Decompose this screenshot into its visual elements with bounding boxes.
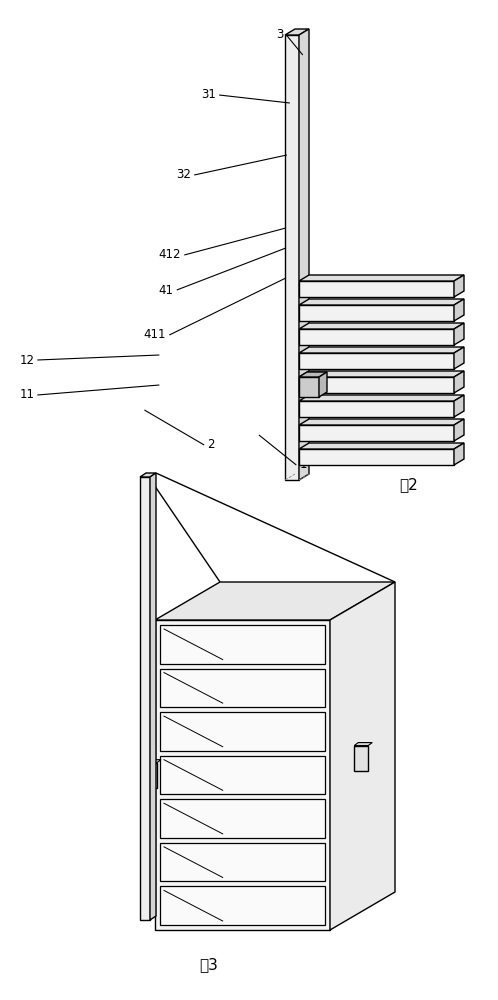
Polygon shape bbox=[454, 323, 464, 345]
Polygon shape bbox=[150, 473, 156, 920]
Polygon shape bbox=[299, 395, 464, 401]
Bar bbox=[160, 625, 325, 664]
Polygon shape bbox=[140, 473, 156, 477]
Polygon shape bbox=[354, 743, 372, 746]
Text: 32: 32 bbox=[176, 168, 191, 182]
Bar bbox=[299, 449, 454, 465]
Bar bbox=[299, 377, 319, 397]
Text: 42: 42 bbox=[342, 284, 357, 296]
Polygon shape bbox=[299, 371, 464, 377]
Bar bbox=[354, 746, 368, 771]
Bar bbox=[299, 353, 454, 369]
Bar bbox=[160, 843, 325, 881]
Polygon shape bbox=[454, 275, 464, 297]
Bar bbox=[299, 401, 454, 417]
Polygon shape bbox=[299, 275, 464, 281]
Text: 1: 1 bbox=[299, 458, 307, 472]
Bar bbox=[299, 377, 454, 393]
Polygon shape bbox=[299, 443, 464, 449]
Text: 2: 2 bbox=[207, 438, 215, 452]
Polygon shape bbox=[299, 372, 327, 377]
Polygon shape bbox=[155, 582, 395, 620]
Text: 3: 3 bbox=[276, 28, 283, 41]
Polygon shape bbox=[141, 760, 161, 763]
Polygon shape bbox=[454, 347, 464, 369]
Polygon shape bbox=[454, 443, 464, 465]
Polygon shape bbox=[454, 299, 464, 321]
Bar bbox=[160, 886, 325, 925]
Bar bbox=[140, 477, 150, 920]
Text: 411: 411 bbox=[144, 328, 166, 342]
Text: 31: 31 bbox=[201, 89, 216, 102]
Text: 412: 412 bbox=[159, 248, 181, 261]
Text: 11: 11 bbox=[19, 388, 34, 401]
Bar bbox=[155, 620, 330, 930]
Bar bbox=[299, 281, 454, 297]
Text: 41: 41 bbox=[159, 284, 174, 296]
Text: 图2: 图2 bbox=[399, 478, 418, 492]
Polygon shape bbox=[319, 372, 327, 397]
Text: 图3: 图3 bbox=[200, 958, 219, 972]
Bar bbox=[160, 756, 325, 794]
Polygon shape bbox=[454, 419, 464, 441]
Polygon shape bbox=[299, 347, 464, 353]
Polygon shape bbox=[299, 29, 309, 480]
Polygon shape bbox=[454, 371, 464, 393]
Bar bbox=[299, 329, 454, 345]
Bar bbox=[160, 669, 325, 707]
Polygon shape bbox=[330, 582, 395, 930]
Bar bbox=[285, 35, 299, 480]
Polygon shape bbox=[454, 395, 464, 417]
Bar bbox=[160, 799, 325, 838]
Text: 12: 12 bbox=[19, 354, 34, 366]
Bar bbox=[160, 712, 325, 751]
Polygon shape bbox=[299, 419, 464, 425]
Bar bbox=[141, 763, 157, 788]
Bar bbox=[299, 305, 454, 321]
Bar bbox=[299, 425, 454, 441]
Polygon shape bbox=[299, 323, 464, 329]
Polygon shape bbox=[299, 299, 464, 305]
Polygon shape bbox=[285, 29, 309, 35]
